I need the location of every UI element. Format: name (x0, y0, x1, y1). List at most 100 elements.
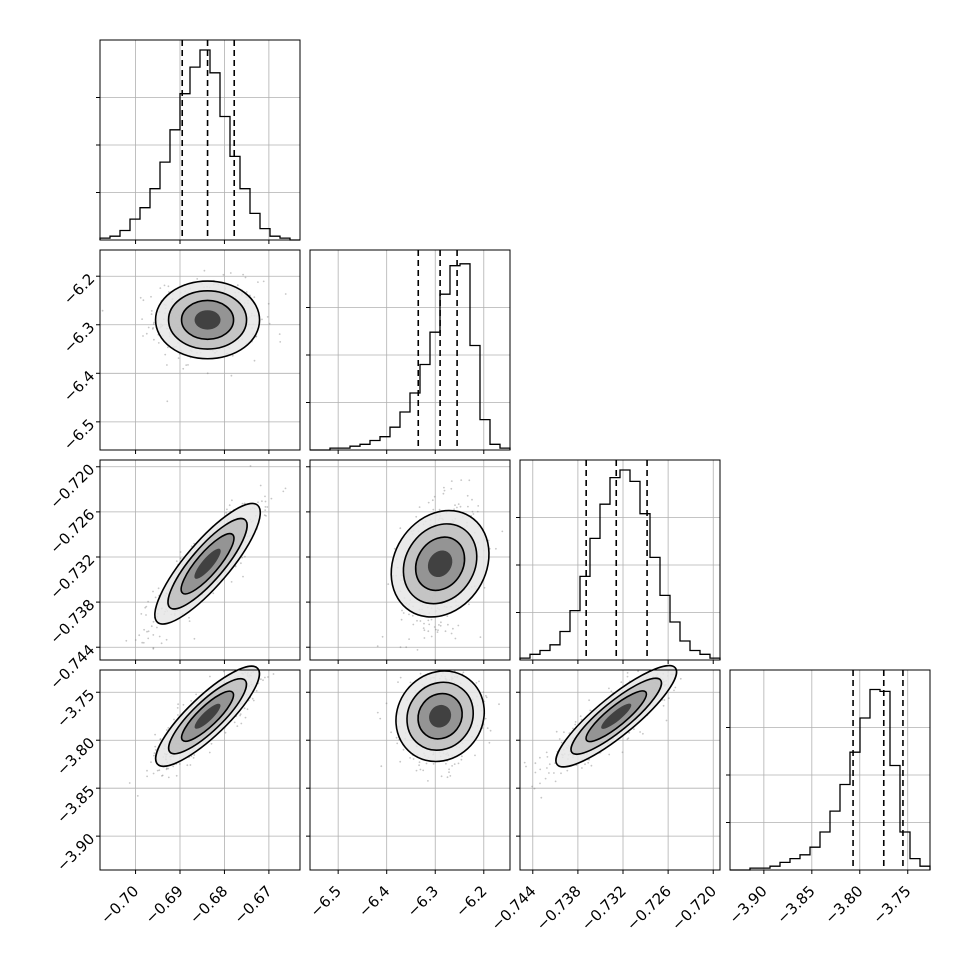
scatter-point (443, 489, 446, 492)
scatter-point (153, 321, 155, 324)
scatter-point (399, 646, 402, 649)
scatter-point (444, 630, 447, 633)
x-tick-label: −0.70 (97, 882, 142, 927)
scatter-point (262, 679, 264, 682)
scatter-point (452, 627, 454, 630)
scatter-point (478, 680, 480, 683)
scatter-point (588, 699, 590, 702)
scatter-point (460, 758, 463, 761)
histogram-step (730, 688, 931, 871)
scatter-point (558, 738, 561, 740)
scatter-point (553, 772, 555, 774)
scatter-point (566, 769, 569, 772)
scatter-point (240, 722, 243, 725)
scatter-point (457, 624, 460, 627)
y-tick-label: −3.80 (53, 734, 98, 779)
y-tick-label: −0.726 (46, 506, 98, 558)
panel-frame (309, 459, 511, 661)
x-tick-label: −0.726 (623, 882, 675, 934)
panel-frame (309, 249, 511, 451)
scatter-point (376, 711, 379, 714)
contour-line (414, 536, 466, 592)
scatter-point (489, 729, 492, 732)
contour-line (167, 517, 248, 610)
scatter-point (416, 649, 419, 651)
scatter-point (546, 767, 548, 769)
scatter-point (423, 629, 426, 632)
scatter-point (422, 627, 425, 629)
scatter-point (145, 614, 147, 616)
y-tick-label: −3.90 (53, 830, 98, 875)
scatter-point (397, 681, 399, 683)
scatter-point (544, 777, 547, 780)
scatter-point (608, 687, 610, 690)
scatter-point (284, 487, 287, 490)
histogram-panel-3: −3.90 −3.85 −3.80 −3.75 (725, 669, 931, 927)
scatter-point (405, 646, 408, 649)
scatter-point (548, 763, 551, 766)
scatter-point (633, 728, 635, 730)
scatter-point (179, 557, 182, 560)
scatter-point (574, 723, 577, 726)
scatter-point (448, 768, 450, 771)
scatter-point (563, 731, 565, 734)
x-tick-label: −0.744 (488, 882, 540, 934)
scatter-point (152, 647, 155, 650)
y-tick-label: −6.5 (60, 415, 98, 453)
scatter-point (263, 514, 266, 517)
x-tick-label: −0.69 (142, 882, 187, 927)
scatter-point (226, 508, 228, 511)
y-tick-label: −3.85 (53, 782, 98, 827)
scatter-point (164, 353, 167, 356)
scatter-point (471, 510, 474, 513)
scatter-point (167, 346, 169, 349)
x-tick-label: −6.4 (355, 882, 393, 920)
panel-frame (99, 459, 301, 661)
panel-frame (729, 669, 931, 871)
scatter-point (396, 742, 399, 745)
scatter-point (471, 498, 473, 501)
scatter-point (411, 614, 414, 617)
scatter-point (253, 296, 256, 299)
scatter-point (177, 703, 180, 706)
scatter-point (581, 767, 583, 769)
scatter-point (408, 613, 410, 616)
scatter-point (468, 479, 471, 482)
scatter-point (153, 752, 156, 754)
scatter-point (152, 327, 155, 329)
scatter-point (266, 316, 269, 318)
scatter-point (663, 699, 666, 701)
scatter-point (642, 732, 644, 735)
scatter-point (166, 364, 168, 366)
scatter-point (150, 761, 152, 763)
scatter-point (460, 479, 463, 481)
panel-frame (99, 39, 301, 241)
x-tick-label: −6.3 (404, 882, 442, 920)
scatter-point (423, 622, 425, 625)
contour-line (390, 509, 490, 618)
scatter-point (399, 527, 402, 530)
scatter-point (431, 499, 434, 502)
scatter-point (189, 764, 192, 766)
scatter-point (246, 708, 249, 711)
scatter-point (175, 560, 178, 563)
scatter-point (179, 551, 182, 553)
density-level (194, 703, 221, 729)
scatter-point (534, 771, 537, 774)
scatter-point (259, 484, 262, 487)
scatter-point (539, 768, 542, 771)
scatter-point (466, 494, 469, 497)
x-tick-label: −6.2 (452, 882, 490, 920)
scatter-point (257, 501, 259, 504)
scatter-point (165, 768, 168, 771)
scatter-point (261, 318, 263, 321)
scatter-point (264, 509, 267, 511)
scatter-point (445, 762, 447, 765)
scatter-point (141, 318, 144, 320)
scatter-point (154, 749, 157, 751)
scatter-point (236, 284, 239, 287)
x-tick-label: −6.5 (306, 882, 344, 920)
scatter-point (268, 322, 271, 325)
scatter-point (152, 590, 154, 593)
